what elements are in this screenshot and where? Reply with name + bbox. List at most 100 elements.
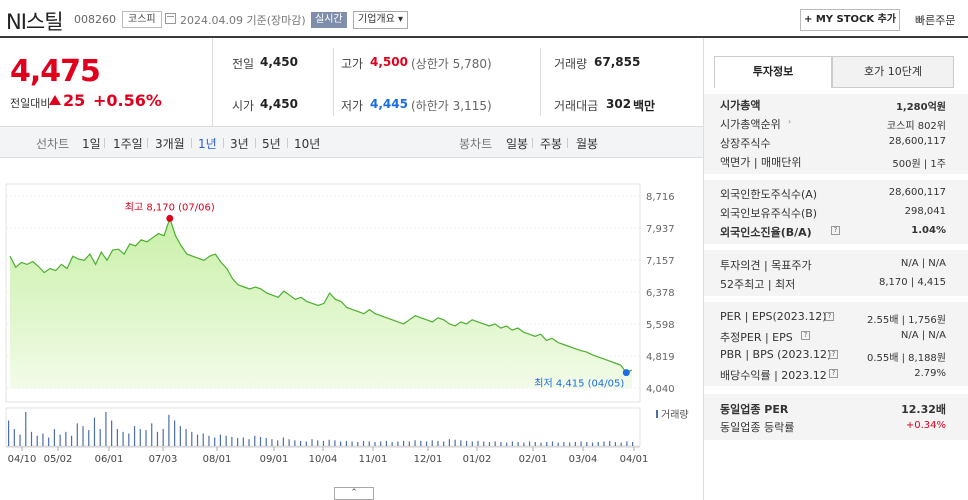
quick-order-link[interactable]: 빠른주문 [915,14,956,27]
industry-change-label[interactable]: 동일업종 등락률 [720,421,795,434]
volume-bar [53,429,55,446]
volume-bar [105,412,107,446]
plot-area [5,183,641,403]
volume-bar [448,439,451,446]
x-tick-label: 06/01 [95,454,124,465]
range-tab-bar: 선차트 1일 1주일 3개월 1년 3년 5년 10년 봉차트 일봉 주봉 월봉 [0,126,703,158]
help-icon[interactable]: ? [829,350,838,359]
volume-bar [8,420,10,446]
tab-daily[interactable]: 일봉 [506,137,529,151]
volume-bar [76,423,78,446]
shares-value: 28,600,117 [888,136,946,147]
volume-bar [488,442,491,446]
collapse-chart-button[interactable]: ⌃ [334,487,374,500]
tab-3m[interactable]: 3개월 [155,137,185,151]
info-section-foreign [704,180,968,244]
industry-per-label[interactable]: 동일업종 PER [720,403,789,416]
help-icon[interactable]: ? [801,331,810,340]
help-icon[interactable]: ? [831,226,840,235]
tab-5y[interactable]: 5년 [262,137,281,151]
volume-bar [271,439,273,446]
volume-label: 거래량 [554,57,588,71]
add-mystock-button[interactable]: + MY STOCK 추가 [800,9,900,31]
y-tick-label: 4,819 [646,352,675,363]
company-summary-dropdown[interactable]: 기업개요 ▾ [353,11,408,29]
price-chart[interactable]: 8,716 7,937 7,157 6,378 5,598 4,819 4,040 최고 8,… [0,158,703,500]
volume-bar [351,441,353,446]
high-value: 4,500 [370,55,408,69]
volume-bar [574,442,576,446]
divider [212,38,213,126]
volume-bar [357,442,359,446]
tab-monthly[interactable]: 월봉 [576,137,599,151]
tab-1y[interactable]: 1년 [198,137,217,151]
open-value: 4,450 [260,97,298,111]
foreign-hold-label: 외국인보유주식수(B) [720,207,818,220]
tab-quote-10[interactable]: 호가 10단계 [832,56,954,88]
volume-bar [179,426,181,446]
volume-bar [534,442,536,446]
low-label: 저가 [341,99,364,113]
volume-bar [214,437,216,446]
x-tick-label: 11/01 [359,454,388,465]
volume-bar [174,420,176,446]
volume-bar [362,440,365,446]
volume-bar [483,441,485,446]
amount-label: 거래대금 [554,99,599,113]
volume-bar [551,441,554,446]
divider [104,138,105,148]
y-tick-label: 5,598 [646,320,675,331]
volume-bar [236,438,239,446]
volume-bar [294,440,296,446]
help-icon[interactable]: ? [829,369,838,378]
volume-legend-label: 거래량 [661,409,689,421]
x-tick-label: 08/01 [203,454,232,465]
volume-bar [385,440,388,446]
volume-bar [48,437,50,446]
face-value-value: 500원 | 1주 [892,159,946,170]
volume-bar [248,439,250,446]
volume-bar [425,441,428,446]
volume-bar [265,438,267,446]
cap-rank-label[interactable]: 시가총액순위 [720,118,781,131]
up-arrow-icon [49,95,61,105]
tab-10y[interactable]: 10년 [294,137,321,151]
volume-bar [122,431,124,446]
volume-bar [322,440,325,446]
chart-svg: 8,716 7,937 7,157 6,378 5,598 4,819 4,040 최고 8,… [5,183,689,465]
volume-bar [133,426,136,446]
volume-bar [116,429,118,446]
tab-1w[interactable]: 1주일 [113,137,143,151]
per-label: PER | EPS(2023.12) [720,310,827,323]
stock-code: 008260 [74,13,116,26]
volume-bar [626,441,628,446]
volume-bar [528,441,531,446]
y-tick-label: 4,040 [646,384,675,395]
open-label: 시가 [232,99,255,113]
volume-bar [414,440,416,446]
tab-investment-info[interactable]: 투자정보 [714,56,832,88]
x-tick-label: 02/01 [519,454,548,465]
volume-bar [311,439,313,446]
tab-3y[interactable]: 3년 [230,137,249,151]
current-price: 4,475 [10,54,101,89]
volume-bar [420,440,422,446]
volume-bar [225,435,227,446]
volume-bar [546,442,548,446]
volume-bar [70,435,73,446]
realtime-badge[interactable]: 실시간 [311,12,347,28]
volume-bar [328,439,330,446]
dividend-label: 배당수익률 | 2023.12 [720,369,827,382]
x-tick-label: 09/01 [260,454,289,465]
volume-bar [408,441,410,446]
prev-close-label: 전일 [232,57,255,71]
volume-bar [397,441,399,446]
help-icon[interactable]: ? [825,312,834,321]
tab-weekly[interactable]: 주봉 [540,137,563,151]
volume-bar [317,440,319,446]
volume-bar [299,440,302,446]
info-section-valuation [704,302,968,386]
volume-bar [111,420,113,446]
tab-1d[interactable]: 1일 [82,137,101,151]
market-cap-value: 1,280억원 [895,102,946,113]
